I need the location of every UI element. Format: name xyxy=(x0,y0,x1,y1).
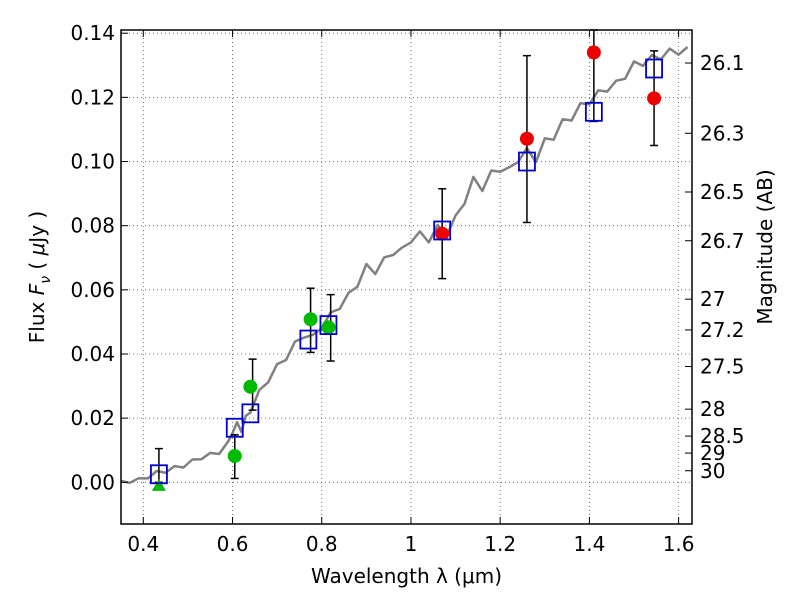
triangle-data-point xyxy=(151,478,166,491)
x-tick-label: 1.2 xyxy=(484,532,516,556)
y-axis-label-part: μ xyxy=(25,243,49,257)
green-data-point xyxy=(243,379,258,394)
model-square-point xyxy=(645,58,663,79)
model-spectrum-path xyxy=(120,46,689,485)
model-square-point xyxy=(241,403,260,424)
errorbars xyxy=(154,29,659,484)
green-data-point xyxy=(321,320,336,335)
model-square-point xyxy=(433,220,452,241)
right-axis-tick-label: 27 xyxy=(700,287,725,311)
right-axis-tick-label: 29 xyxy=(700,441,725,465)
model-square-point xyxy=(518,151,536,172)
y-tick-label: 0.02 xyxy=(70,406,115,430)
y-axis-label: Flux Fν ( μJy ) xyxy=(25,211,54,343)
grid-lines xyxy=(121,30,692,524)
green-data-point xyxy=(303,312,318,327)
model-square-point xyxy=(584,101,603,122)
model-square-point xyxy=(319,315,338,336)
y-tick-label: 0.06 xyxy=(70,278,115,302)
y-tick-label: 0.04 xyxy=(70,342,115,366)
model-square-point xyxy=(150,464,168,485)
model-square-point xyxy=(225,417,244,438)
model-spectrum-line xyxy=(120,46,689,485)
right-axis-tick-label: 30 xyxy=(700,459,725,483)
green-data-point xyxy=(227,448,242,463)
x-tick-label: 0.8 xyxy=(306,532,338,556)
right-axis-tick-label: 28 xyxy=(700,397,725,421)
red-data-point xyxy=(586,45,601,60)
plot-frame xyxy=(120,29,693,525)
right-axis-tick-label: 26.3 xyxy=(700,121,745,145)
y-axis-label-part: Jy ) xyxy=(25,211,49,245)
x-tick-label: 1 xyxy=(405,532,418,556)
model-square-point xyxy=(299,329,318,350)
y-axis-label-part: F xyxy=(25,283,49,295)
y-tick-label: 0.14 xyxy=(70,21,115,45)
y-tick-label: 0.12 xyxy=(70,85,115,109)
right-axis-tick-label: 28.5 xyxy=(700,424,745,448)
y-tick-label: 0.10 xyxy=(70,150,115,174)
right-axis-tick-label: 26.7 xyxy=(700,229,745,253)
y-axis-label-part: ( xyxy=(25,255,49,276)
y-axis-label-part: ν xyxy=(38,276,54,284)
right-axis-tick-label: 27.2 xyxy=(700,318,745,342)
x-axis-label: Wavelength λ (μm) xyxy=(311,564,502,588)
ticks: 0.4 0.6 0.8 1 1.2 1.4 1.6 0.00 0.02 0.04 0.06 0.08 0… xyxy=(70,21,744,556)
red-data-point xyxy=(435,226,450,241)
y-tick-label: 0.00 xyxy=(70,470,115,494)
data-markers xyxy=(150,45,663,491)
y-axis-label-part: Flux xyxy=(25,295,49,343)
right-axis-tick-label: 26.5 xyxy=(700,180,745,204)
red-data-point xyxy=(519,131,534,146)
x-tick-label: 1.6 xyxy=(663,532,695,556)
right-axis-tick-label: 27.5 xyxy=(700,354,745,378)
y-tick-label: 0.08 xyxy=(70,214,115,238)
x-tick-label: 1.4 xyxy=(573,532,605,556)
x-tick-label: 0.4 xyxy=(127,532,159,556)
right-axis-label: Magnitude (AB) xyxy=(753,169,777,324)
red-data-point xyxy=(647,91,662,106)
x-tick-label: 0.6 xyxy=(217,532,249,556)
right-axis-tick-label: 26.1 xyxy=(700,51,745,75)
